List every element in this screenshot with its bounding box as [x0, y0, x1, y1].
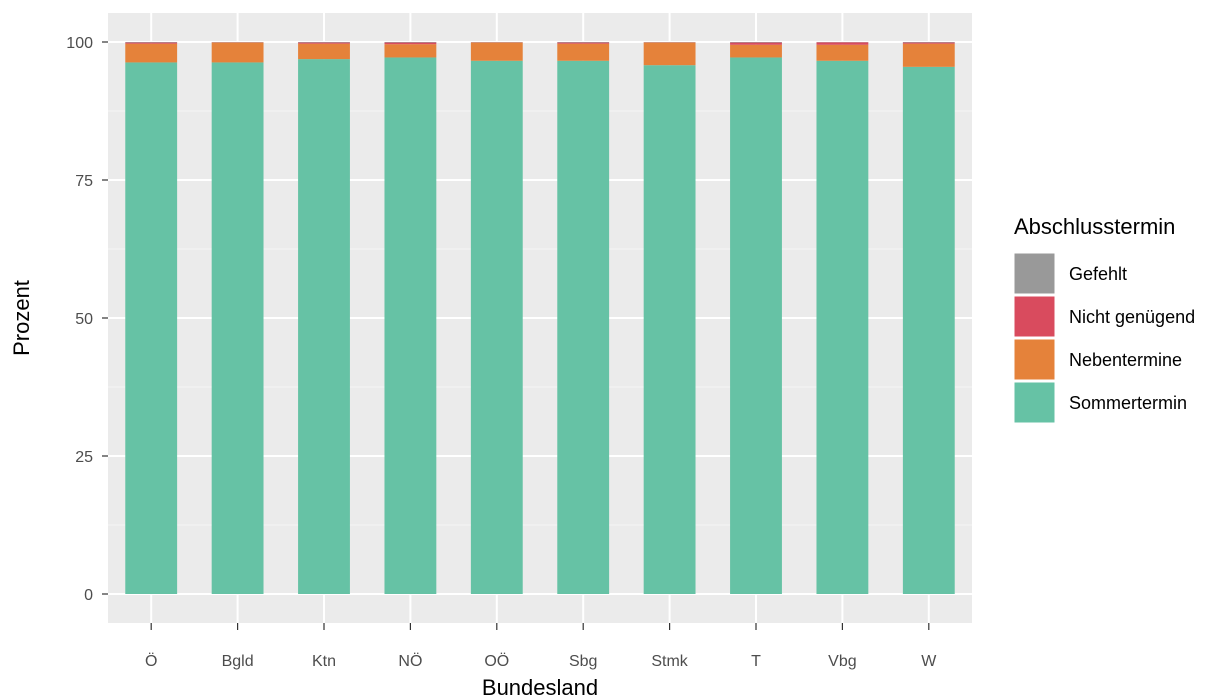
bar-segment [125, 42, 178, 43]
bar-segment [557, 42, 610, 43]
legend-label: Sommertermin [1069, 393, 1187, 413]
bar-segment [816, 42, 869, 45]
legend-key [1013, 295, 1056, 338]
x-tick-label: Vbg [828, 653, 856, 670]
y-tick-label: 25 [75, 449, 93, 466]
bar-segment [384, 42, 437, 43]
bar-segment [730, 42, 782, 43]
legend-label: Gefehlt [1069, 264, 1127, 284]
x-tick-label: NÖ [398, 652, 422, 670]
bar-segment [816, 44, 869, 61]
bar-segment [643, 65, 696, 594]
legend-key [1013, 381, 1056, 424]
x-tick-label: Bgld [222, 653, 254, 670]
legend-label: Nebentermine [1069, 350, 1182, 370]
bar-segment [211, 42, 264, 63]
bar-segment [902, 66, 955, 595]
bar-segment [902, 43, 955, 67]
bar-segment [730, 42, 782, 45]
bars [125, 42, 955, 595]
x-axis: Ö Bgld Ktn NÖ OÖ Sbg Stmk T Vbg W [145, 623, 937, 670]
y-axis: 0 25 50 75 100 [66, 35, 108, 604]
legend-title: Abschlusstermin [1014, 214, 1175, 239]
legend-label: Nicht genügend [1069, 307, 1195, 327]
bar-segment [298, 42, 350, 44]
y-tick-label: 0 [84, 587, 93, 604]
bar-segment [557, 60, 610, 594]
bar-segment [470, 42, 523, 61]
legend-key [1013, 338, 1056, 381]
x-tick-label: Stmk [651, 653, 688, 670]
legend-key [1013, 252, 1056, 295]
x-tick-label: Ö [145, 652, 157, 670]
y-tick-label: 75 [75, 173, 93, 190]
bar-segment [902, 42, 955, 43]
bar-segment [730, 57, 782, 595]
bar-segment [557, 42, 610, 44]
x-axis-title: Bundesland [482, 675, 598, 700]
x-tick-label: OÖ [484, 652, 509, 670]
x-tick-label: Ktn [312, 653, 336, 670]
bar-segment [125, 62, 178, 594]
bar-segment [816, 60, 869, 594]
x-tick-label: Sbg [569, 653, 597, 670]
bar-segment [902, 42, 955, 44]
bar-segment [470, 60, 523, 594]
bar-segment [730, 44, 782, 58]
bar-segment [125, 42, 178, 44]
bar-segment [384, 42, 437, 45]
bar-segment [211, 62, 264, 594]
bar-segment [298, 42, 350, 43]
bar-segment [298, 59, 350, 594]
x-tick-label: T [751, 653, 761, 670]
bar-segment [298, 43, 350, 60]
legend: Abschlusstermin Gefehlt Nicht genügend Neb… [1013, 214, 1195, 424]
bar-segment [125, 43, 178, 63]
x-tick-label: W [921, 653, 937, 670]
bar-segment [643, 42, 696, 66]
y-axis-title: Prozent [9, 280, 34, 356]
bar-segment [384, 57, 437, 595]
bar-segment [557, 43, 610, 61]
bar-segment [384, 44, 437, 58]
y-tick-label: 100 [66, 35, 93, 52]
y-tick-label: 50 [75, 311, 93, 328]
